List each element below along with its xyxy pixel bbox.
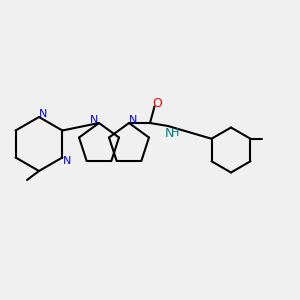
Text: N: N <box>129 115 138 125</box>
Text: H: H <box>170 128 179 139</box>
Text: N: N <box>90 115 99 125</box>
Text: O: O <box>153 97 162 110</box>
Text: N: N <box>63 155 71 166</box>
Text: N: N <box>39 109 48 119</box>
Text: N: N <box>165 127 174 140</box>
